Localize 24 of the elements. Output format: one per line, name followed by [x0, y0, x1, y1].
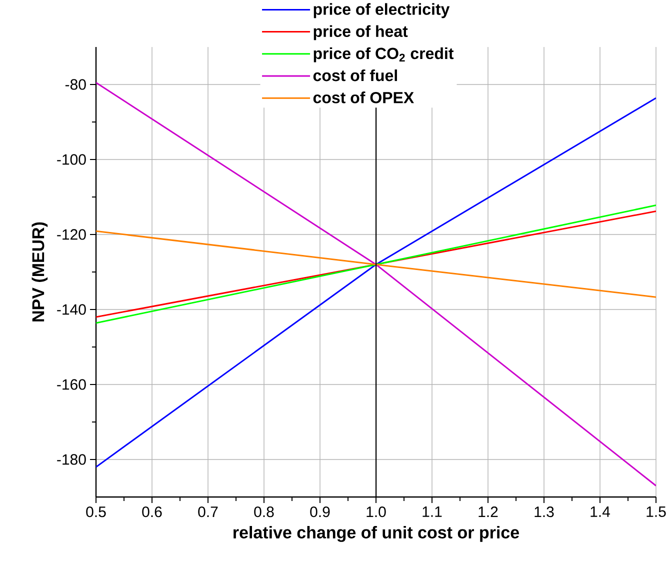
x-tick-label: 1.5 — [646, 506, 666, 517]
x-tick-label: 0.7 — [198, 506, 218, 518]
x-tick-label: 1.3 — [534, 506, 554, 518]
x-tick-label: 1.4 — [590, 506, 610, 517]
legend-label: price of electricity — [314, 3, 450, 18]
y-tick-label: -100 — [57, 154, 86, 165]
y-tick-label: -160 — [57, 379, 86, 390]
x-tick-label: 0.6 — [142, 506, 162, 518]
x-tick-label: 0.5 — [86, 506, 106, 518]
x-tick-label: 1.1 — [422, 506, 442, 517]
x-tick-label: 1.0 — [366, 506, 386, 518]
legend-label: price of CO$_{2}$ credit — [314, 47, 454, 62]
y-tick-label: -120 — [57, 229, 86, 240]
x-axis-title: relative change of unit cost or price — [234, 526, 520, 542]
x-tick-label: 0.9 — [310, 506, 330, 518]
y-tick-label: -140 — [57, 304, 86, 315]
legend-label: cost of OPEX — [313, 92, 414, 104]
y-tick-label: -180 — [57, 454, 86, 465]
legend-label: cost of fuel — [313, 69, 397, 82]
x-tick-label: 1.2 — [478, 506, 498, 517]
legend-label: price of heat — [314, 25, 408, 40]
y-tick-label: -80 — [65, 79, 86, 90]
x-tick-label: 0.8 — [254, 506, 274, 518]
y-axis-title: NPV (MEUR) — [32, 222, 48, 322]
